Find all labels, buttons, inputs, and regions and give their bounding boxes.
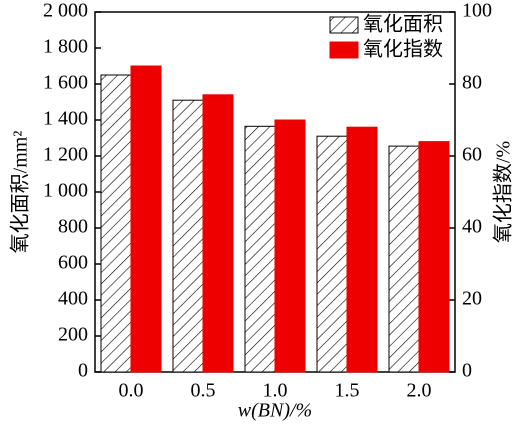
x-tick-label: 0.5 <box>191 380 216 402</box>
y-tick-label: 1 000 <box>43 180 88 202</box>
x-tick-label: 1.5 <box>335 380 360 402</box>
y2-tick-label: 20 <box>462 288 482 310</box>
y2-tick-label: 80 <box>462 72 482 94</box>
y-tick-label: 1 800 <box>43 36 88 58</box>
legend-swatch <box>329 41 359 59</box>
x-axis-label: w(BN)/% <box>238 400 312 422</box>
bar <box>418 141 450 373</box>
legend-swatch <box>329 16 359 34</box>
y-tick-label: 2 000 <box>43 0 88 22</box>
x-tick-label: 2.0 <box>407 380 432 402</box>
bar <box>172 99 204 373</box>
y2-tick-label: 60 <box>462 144 482 166</box>
bar <box>346 126 378 373</box>
y2-tick-label: 100 <box>462 0 492 22</box>
bar <box>130 65 162 373</box>
y-tick-label: 1 600 <box>43 72 88 94</box>
y-axis-label: 氧化面积/mm² <box>9 131 32 254</box>
y-tick-label: 1 400 <box>43 108 88 130</box>
y-tick-label: 800 <box>58 216 88 238</box>
y2-tick-label: 0 <box>462 360 472 382</box>
bar <box>100 74 132 373</box>
y-tick-label: 200 <box>58 324 88 346</box>
y-tick-label: 600 <box>58 252 88 274</box>
y-tick-label: 400 <box>58 288 88 310</box>
y2-tick-label: 40 <box>462 216 482 238</box>
bar <box>202 94 234 373</box>
legend-label: 氧化指数 <box>363 38 443 61</box>
legend-label: 氧化面积 <box>363 13 443 36</box>
bar <box>244 125 276 373</box>
y2-axis-label: 氧化指数/% <box>492 141 515 243</box>
bar <box>388 145 420 373</box>
bar <box>274 119 306 373</box>
x-tick-label: 1.0 <box>263 380 288 402</box>
x-tick-label: 0.0 <box>119 380 144 402</box>
bar <box>316 135 348 373</box>
y-tick-label: 0 <box>78 360 88 382</box>
y-tick-label: 1 200 <box>43 144 88 166</box>
